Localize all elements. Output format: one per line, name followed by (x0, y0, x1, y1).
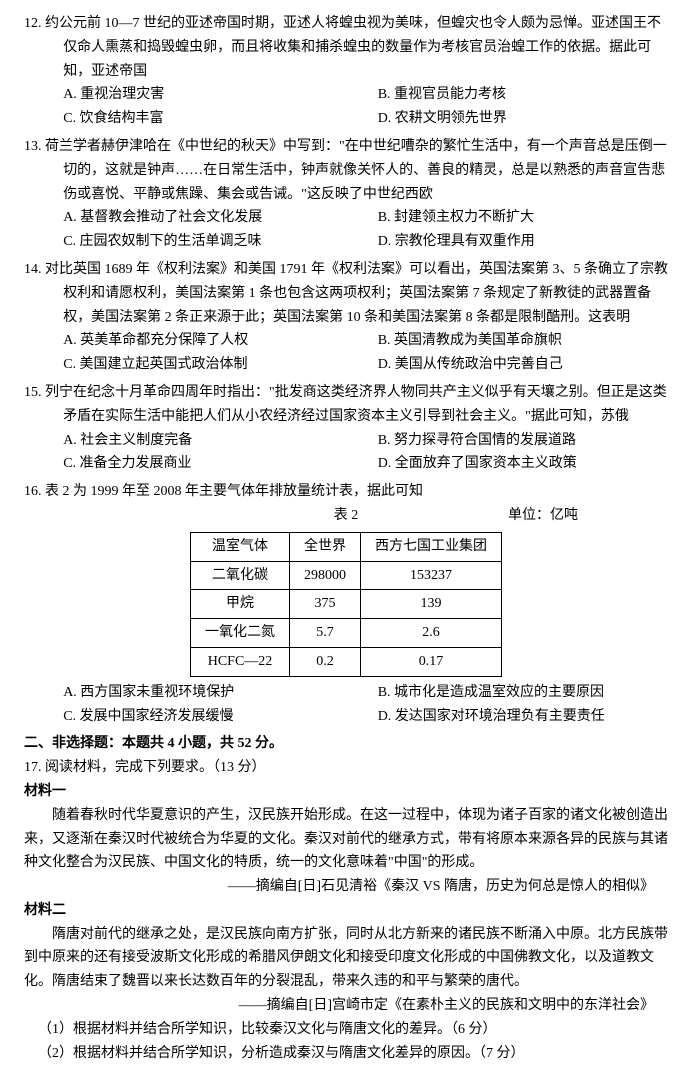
material1-src: ——摘编自[日]石见清裕《秦汉 VS 隋唐，历史为何总是惊人的相似》 (24, 875, 668, 899)
q16-table-container: 温室气体 全世界 西方七国工业集团 二氧化碳 298000 153237 甲烷 … (24, 532, 668, 677)
q15-opt-a[interactable]: A. 社会主义制度完备 (63, 429, 378, 453)
cell: 0.17 (361, 647, 502, 676)
table-row: HCFC—22 0.2 0.17 (191, 647, 502, 676)
q14-text: 对比英国 1689 年《权利法案》和美国 1791 年《权利法案》可以看出，英国… (45, 262, 668, 325)
question-15: 15. 列宁在纪念十月革命四周年时指出："批发商这类经济界人物同共产主义似乎有天… (24, 381, 668, 476)
q13-opts-row2: C. 庄园农奴制下的生活单调乏味 D. 宗教伦理具有双重作用 (24, 230, 668, 254)
q13-num: 13. (24, 139, 42, 154)
q17-sub2: （2）根据材料并结合所学知识，分析造成秦汉与隋唐文化差异的原因。（7 分） (24, 1042, 668, 1066)
q14-opt-a[interactable]: A. 英美革命都充分保障了人权 (63, 329, 378, 353)
cell: HCFC—22 (191, 647, 290, 676)
cell: 0.2 (290, 647, 361, 676)
table-row: 甲烷 375 139 (191, 590, 502, 619)
th-gas: 温室气体 (191, 532, 290, 561)
q15-opts-row2: C. 准备全力发展商业 D. 全面放弃了国家资本主义政策 (24, 452, 668, 476)
cell: 2.6 (361, 619, 502, 648)
th-g7: 西方七国工业集团 (361, 532, 502, 561)
q14-opt-b[interactable]: B. 英国清教成为美国革命旗帜 (378, 329, 668, 353)
q14-opts-row1: A. 英美革命都充分保障了人权 B. 英国清教成为美国革命旗帜 (24, 329, 668, 353)
q14-opts-row2: C. 美国建立起英国式政治体制 D. 美国从传统政治中完善自己 (24, 353, 668, 377)
q16-opt-b[interactable]: B. 城市化是造成温室效应的主要原因 (378, 681, 668, 705)
question-16: 16. 表 2 为 1999 年至 2008 年主要气体年排放量统计表，据此可知… (24, 480, 668, 728)
q16-opt-a[interactable]: A. 西方国家未重视环境保护 (63, 681, 378, 705)
material1-body: 随着春秋时代华夏意识的产生，汉民族开始形成。在这一过程中，体现为诸子百家的诸文化… (24, 804, 668, 875)
question-12: 12. 约公元前 10—7 世纪的亚述帝国时期，亚述人将蝗虫视为美味，但蝗灾也令… (24, 12, 668, 131)
q13-opt-a[interactable]: A. 基督教会推动了社会文化发展 (63, 206, 378, 230)
q16-opt-c[interactable]: C. 发展中国家经济发展缓慢 (63, 705, 378, 729)
q17-sub1: （1）根据材料并结合所学知识，比较秦汉文化与隋唐文化的差异。（6 分） (24, 1018, 668, 1042)
cell: 甲烷 (191, 590, 290, 619)
q13-opt-c[interactable]: C. 庄园农奴制下的生活单调乏味 (63, 230, 378, 254)
q14-num: 14. (24, 262, 42, 277)
cell: 5.7 (290, 619, 361, 648)
q13-opt-d[interactable]: D. 宗教伦理具有双重作用 (378, 230, 668, 254)
material2-title: 材料二 (24, 899, 668, 923)
q15-opts-row1: A. 社会主义制度完备 B. 努力探寻符合国情的发展道路 (24, 429, 668, 453)
table-header-row: 温室气体 全世界 西方七国工业集团 (191, 532, 502, 561)
material2-body: 隋唐对前代的继承之处，是汉民族向南方扩张，同时从北方新来的诸民族不断涌入中原。北… (24, 923, 668, 994)
cell: 一氧化二氮 (191, 619, 290, 648)
q12-stem: 12. 约公元前 10—7 世纪的亚述帝国时期，亚述人将蝗虫视为美味，但蝗灾也令… (24, 12, 668, 83)
question-14: 14. 对比英国 1689 年《权利法案》和美国 1791 年《权利法案》可以看… (24, 258, 668, 377)
cell: 375 (290, 590, 361, 619)
q12-opts-row1: A. 重视治理灾害 B. 重视官员能力考核 (24, 83, 668, 107)
section2-title: 二、非选择题：本题共 4 小题，共 52 分。 (24, 732, 668, 756)
q15-opt-d[interactable]: D. 全面放弃了国家资本主义政策 (378, 452, 668, 476)
cell: 139 (361, 590, 502, 619)
q16-stem: 16. 表 2 为 1999 年至 2008 年主要气体年排放量统计表，据此可知 (24, 480, 668, 504)
q13-opts-row1: A. 基督教会推动了社会文化发展 B. 封建领主权力不断扩大 (24, 206, 668, 230)
q16-text: 表 2 为 1999 年至 2008 年主要气体年排放量统计表，据此可知 (45, 484, 423, 499)
q16-opts-row1: A. 西方国家未重视环境保护 B. 城市化是造成温室效应的主要原因 (24, 681, 668, 705)
q15-opt-c[interactable]: C. 准备全力发展商业 (63, 452, 378, 476)
q12-opt-d[interactable]: D. 农耕文明领先世界 (378, 107, 668, 131)
q16-table: 温室气体 全世界 西方七国工业集团 二氧化碳 298000 153237 甲烷 … (190, 532, 502, 677)
q12-opt-a[interactable]: A. 重视治理灾害 (63, 83, 378, 107)
q16-num: 16. (24, 484, 42, 499)
cell: 153237 (361, 561, 502, 590)
q15-num: 15. (24, 385, 42, 400)
q13-stem: 13. 荷兰学者赫伊津哈在《中世纪的秋天》中写到："在中世纪嘈杂的繁忙生活中，有… (24, 135, 668, 206)
q12-num: 12. (24, 16, 42, 31)
q15-stem: 15. 列宁在纪念十月革命四周年时指出："批发商这类经济界人物同共产主义似乎有天… (24, 381, 668, 429)
q13-opt-b[interactable]: B. 封建领主权力不断扩大 (378, 206, 668, 230)
q12-text: 约公元前 10—7 世纪的亚述帝国时期，亚述人将蝗虫视为美味，但蝗灾也令人颇为忌… (45, 16, 661, 79)
q15-opt-b[interactable]: B. 努力探寻符合国情的发展道路 (378, 429, 668, 453)
material2-src: ——摘编自[日]宫崎市定《在素朴主义的民族和文明中的东洋社会》 (24, 994, 668, 1018)
q14-opt-d[interactable]: D. 美国从传统政治中完善自己 (378, 353, 668, 377)
material1-title: 材料一 (24, 780, 668, 804)
q15-text: 列宁在纪念十月革命四周年时指出："批发商这类经济界人物同共产主义似乎有天壤之别。… (45, 385, 667, 424)
table-row: 一氧化二氮 5.7 2.6 (191, 619, 502, 648)
cell: 298000 (290, 561, 361, 590)
q17-head: 17. 阅读材料，完成下列要求。（13 分） (24, 756, 668, 780)
q14-opt-c[interactable]: C. 美国建立起英国式政治体制 (63, 353, 378, 377)
q16-table-label: 表 2 (334, 504, 359, 528)
q14-stem: 14. 对比英国 1689 年《权利法案》和美国 1791 年《权利法案》可以看… (24, 258, 668, 329)
question-13: 13. 荷兰学者赫伊津哈在《中世纪的秋天》中写到："在中世纪嘈杂的繁忙生活中，有… (24, 135, 668, 254)
cell: 二氧化碳 (191, 561, 290, 590)
q16-table-caption: 表 2 单位：亿吨 (24, 504, 668, 528)
q16-opts-row2: C. 发展中国家经济发展缓慢 D. 发达国家对环境治理负有主要责任 (24, 705, 668, 729)
q12-opts-row2: C. 饮食结构丰富 D. 农耕文明领先世界 (24, 107, 668, 131)
q16-opt-d[interactable]: D. 发达国家对环境治理负有主要责任 (378, 705, 668, 729)
q16-table-unit: 单位：亿吨 (508, 504, 578, 528)
q12-opt-c[interactable]: C. 饮食结构丰富 (63, 107, 378, 131)
q12-opt-b[interactable]: B. 重视官员能力考核 (378, 83, 668, 107)
th-world: 全世界 (290, 532, 361, 561)
table-row: 二氧化碳 298000 153237 (191, 561, 502, 590)
q13-text: 荷兰学者赫伊津哈在《中世纪的秋天》中写到："在中世纪嘈杂的繁忙生活中，有一个声音… (45, 139, 667, 202)
